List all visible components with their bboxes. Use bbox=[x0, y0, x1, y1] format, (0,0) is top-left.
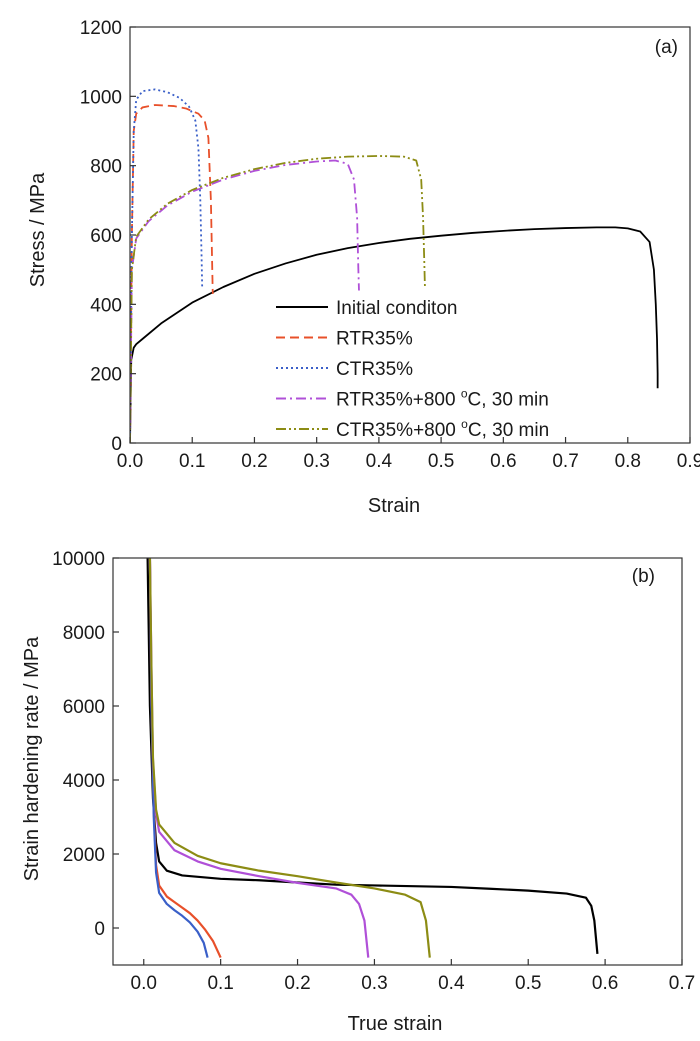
x-tick-label: 0.3 bbox=[361, 973, 387, 994]
series-line-5 bbox=[130, 155, 426, 443]
legend-label-4: RTR35%+800 oC, 30 min bbox=[336, 387, 549, 411]
x-tick-label: 0.6 bbox=[490, 451, 516, 472]
series-line-3 bbox=[130, 88, 204, 443]
x-tick-label: 0.5 bbox=[428, 451, 454, 472]
y-tick-label: 0 bbox=[111, 434, 122, 455]
legend-label-2: RTR35% bbox=[336, 329, 413, 350]
x-tick-label: 0.2 bbox=[241, 451, 267, 472]
series-line-4 bbox=[130, 159, 360, 443]
axes-b: 0.0 0.1 0.2 0.3 0.4 0.5 0.6 0.7 0 2000 4000 6000 800… bbox=[52, 549, 695, 994]
series-line-2 bbox=[130, 104, 214, 443]
x-tick-label: 0.4 bbox=[366, 451, 393, 472]
y-tick-label: 1200 bbox=[80, 18, 122, 39]
series-line-1 bbox=[146, 558, 599, 955]
y-tick-label: 4000 bbox=[63, 771, 105, 792]
y-tick-label: 8000 bbox=[63, 623, 105, 644]
y-tick-label: 800 bbox=[90, 157, 122, 178]
legend-label-3: CTR35% bbox=[336, 359, 413, 380]
legend-a: Initial conditon RTR35% CTR35% RTR35%+800 o… bbox=[276, 298, 549, 441]
y-tick-label: 200 bbox=[90, 365, 122, 386]
y-axis-title-a: Stress / MPa bbox=[27, 172, 49, 287]
y-tick-label: 2000 bbox=[63, 845, 105, 866]
x-tick-label: 0.5 bbox=[515, 973, 541, 994]
series-line-4 bbox=[148, 558, 370, 958]
series-group-b bbox=[146, 558, 599, 959]
y-tick-label: 400 bbox=[90, 295, 122, 316]
x-tick-label: 0.0 bbox=[117, 451, 143, 472]
y-tick-label: 1000 bbox=[80, 87, 122, 108]
y-tick-label: 6000 bbox=[63, 697, 105, 718]
y-tick-label: 10000 bbox=[52, 549, 105, 570]
x-tick-label: 0.1 bbox=[179, 451, 205, 472]
series-line-1 bbox=[130, 226, 659, 443]
series-line-5 bbox=[148, 558, 431, 958]
stress-strain-chart: 0.0 0.1 0.2 0.3 0.4 0.5 0.6 0.7 0.8 0.9 0 200 400 600… bbox=[27, 18, 700, 517]
series-line-2 bbox=[148, 558, 222, 959]
series-group-a bbox=[130, 88, 659, 443]
x-tick-label: 0.3 bbox=[303, 451, 329, 472]
x-tick-label: 0.4 bbox=[438, 973, 465, 994]
y-axis-title-b: Strain hardening rate / MPa bbox=[21, 636, 43, 881]
y-tick-label: 0 bbox=[94, 919, 105, 940]
legend-label-5: CTR35%+800 oC, 30 min bbox=[336, 417, 549, 441]
plot-frame bbox=[129, 26, 691, 444]
x-tick-label: 0.0 bbox=[131, 973, 157, 994]
x-tick-label: 0.1 bbox=[207, 973, 233, 994]
x-tick-label: 0.7 bbox=[552, 451, 578, 472]
x-tick-label: 0.2 bbox=[284, 973, 310, 994]
plot-frame bbox=[112, 557, 683, 966]
series-line-3 bbox=[148, 558, 209, 958]
x-axis-title-b: True strain bbox=[348, 1013, 443, 1035]
legend-label-1: Initial conditon bbox=[336, 298, 457, 319]
x-tick-label: 0.6 bbox=[592, 973, 618, 994]
panel-label-a: (a) bbox=[655, 37, 678, 58]
x-tick-label: 0.7 bbox=[669, 973, 695, 994]
panel-label-b: (b) bbox=[632, 566, 655, 587]
axes-a: 0.0 0.1 0.2 0.3 0.4 0.5 0.6 0.7 0.8 0.9 0 200 400 600… bbox=[80, 18, 700, 472]
y-tick-label: 600 bbox=[90, 226, 122, 247]
x-tick-label: 0.9 bbox=[677, 451, 700, 472]
strain-hardening-chart: 0.0 0.1 0.2 0.3 0.4 0.5 0.6 0.7 0 2000 4000 6000 800… bbox=[21, 549, 695, 1035]
x-axis-title-a: Strain bbox=[368, 495, 420, 517]
x-tick-label: 0.8 bbox=[615, 451, 641, 472]
